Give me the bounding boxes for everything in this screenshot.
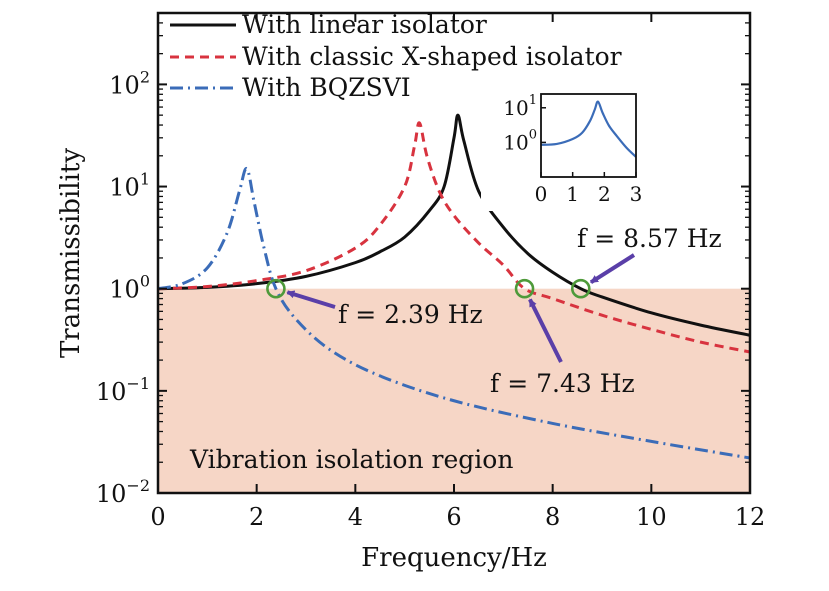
- annotation-arrow: [528, 298, 563, 363]
- inset-x-tick-label: 3: [630, 182, 643, 206]
- annotation-arrow: [589, 253, 636, 284]
- x-tick-label: 8: [545, 503, 560, 531]
- crossing-frequency-label: f = 2.39 Hz: [338, 300, 483, 329]
- inset-x-tick-label: 0: [535, 182, 548, 206]
- x-tick-label: 0: [150, 503, 165, 531]
- legend-label-3: With BQZSVI: [242, 73, 411, 102]
- crossing-marker: [570, 278, 591, 299]
- series-line-1: [157, 113, 751, 337]
- inset-background: [481, 88, 648, 211]
- series-layer: [157, 113, 751, 460]
- inset-y-tick-label: 101: [503, 93, 537, 120]
- inset-x-tick-label: 2: [598, 182, 611, 206]
- crossing-marker: [514, 278, 535, 299]
- y-tick-label: 102: [109, 67, 150, 99]
- y-axis-title: Transmissibility: [56, 148, 86, 358]
- x-tick-label: 10: [636, 503, 667, 531]
- legend-label-1: With linear isolator: [242, 10, 487, 39]
- x-tick-label: 12: [735, 503, 766, 531]
- inset-series-line: [540, 100, 637, 158]
- y-tick-label: 100: [109, 272, 150, 304]
- annotation-arrow: [286, 290, 336, 309]
- legend: With linear isolator With classic X-shape…: [170, 10, 622, 102]
- annotations: f = 2.39 Hz f = 7.43 Hz f = 8.57 Hz: [266, 224, 722, 398]
- crossing-marker: [266, 278, 286, 299]
- crossing-frequency-label: f = 8.57 Hz: [577, 224, 722, 253]
- series-line-3: [157, 167, 751, 460]
- x-tick-label: 4: [348, 503, 363, 531]
- isolation-region-fill: [158, 288, 750, 493]
- legend-label-2: With classic X-shaped isolator: [242, 42, 622, 71]
- y-tick-label: 10−1: [96, 374, 150, 406]
- inset-x-tick-label: 1: [566, 182, 579, 206]
- x-tick-label: 6: [446, 503, 461, 531]
- inset-y-tick-label: 100: [503, 127, 537, 154]
- series-line-2: [157, 121, 751, 354]
- x-tick-label: 2: [249, 503, 264, 531]
- y-tick-label: 101: [109, 170, 150, 202]
- crossing-frequency-label: f = 7.43 Hz: [490, 369, 635, 398]
- inset-chart: 0 1 2 3 100 101: [481, 88, 648, 211]
- x-axis-title: Frequency/Hz: [361, 543, 547, 573]
- inset-frame: [540, 93, 637, 178]
- isolation-region-label: Vibration isolation region: [189, 445, 513, 474]
- isolation-region: Vibration isolation region: [158, 288, 750, 493]
- y-tick-label: 10−2: [96, 476, 150, 508]
